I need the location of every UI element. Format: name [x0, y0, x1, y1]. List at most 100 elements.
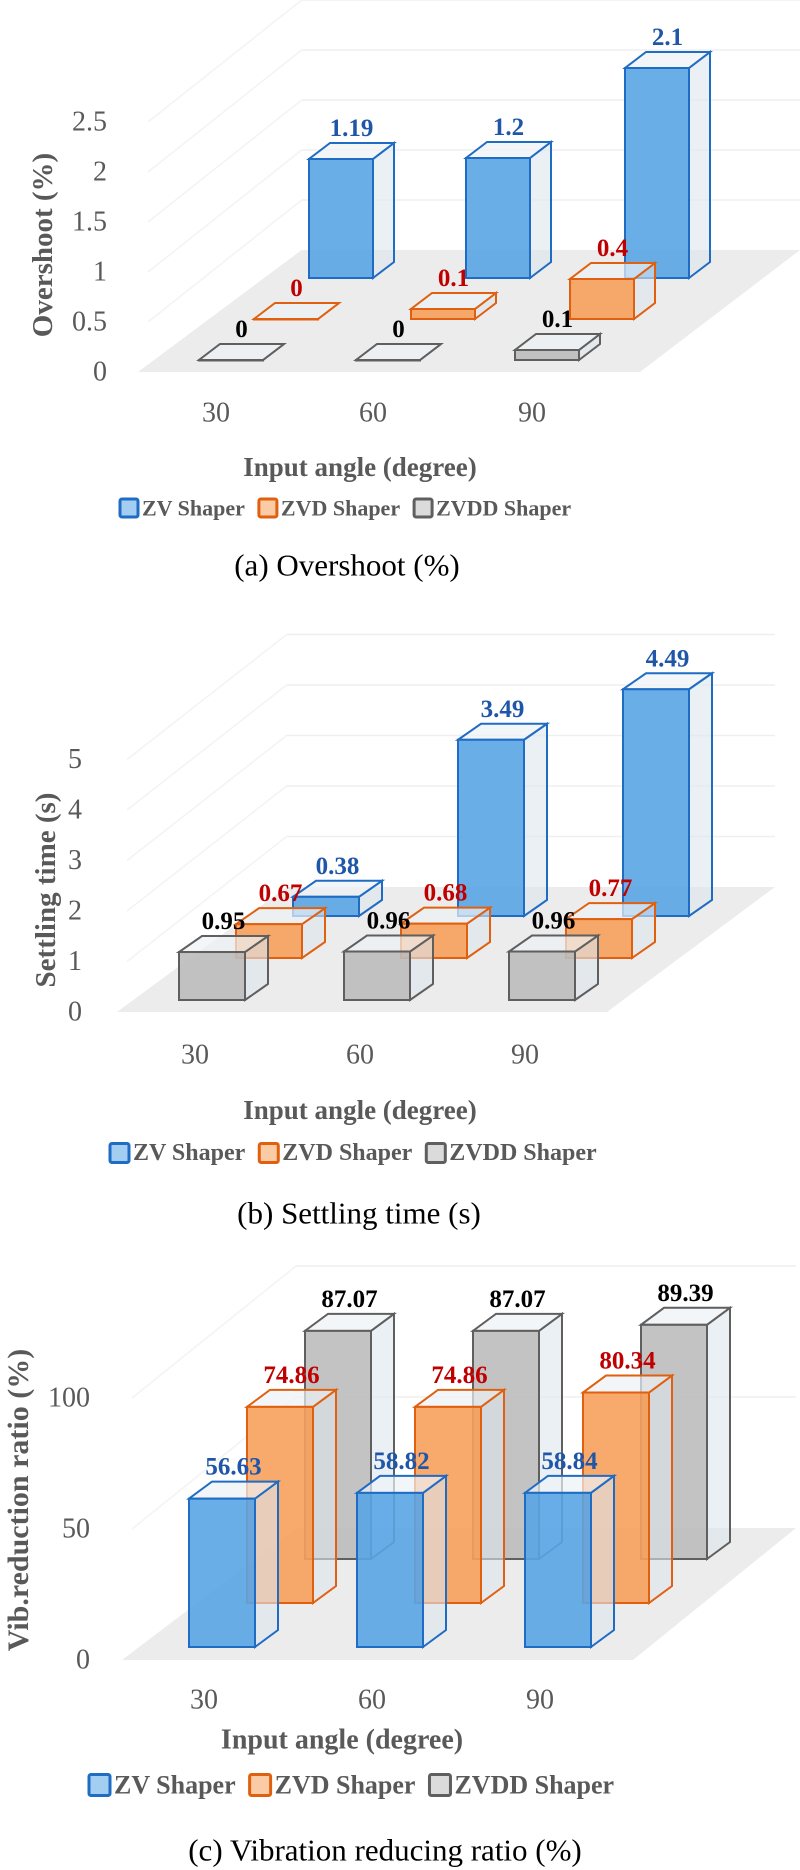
y-tick-label: 1.5	[72, 207, 107, 238]
data-label: 0.96	[532, 908, 576, 935]
bar-zvd-shaper	[243, 1387, 340, 1605]
y-tick-label: 2	[68, 896, 82, 927]
x-tick-label: 60	[359, 398, 387, 429]
data-label: 89.39	[657, 1280, 713, 1307]
bar-front-face	[356, 1491, 424, 1648]
legend-swatch	[257, 1142, 280, 1164]
y-axis-title: Vib.reduction ratio (%)	[2, 1349, 35, 1651]
data-label: 0.77	[589, 875, 633, 902]
bar-side-face	[706, 1305, 731, 1561]
bar-zv-shaper	[463, 139, 554, 281]
bar-zvdd-shaper	[340, 933, 437, 1002]
legend-swatch	[87, 1773, 112, 1797]
data-label: 80.34	[599, 1348, 656, 1375]
data-label: 0.38	[316, 853, 360, 880]
bar-zvd-shaper	[251, 302, 342, 321]
gridline	[126, 785, 288, 912]
legend-swatch	[427, 1773, 452, 1797]
legend-label: ZV Shaper	[133, 1140, 246, 1166]
data-label: 87.07	[489, 1286, 545, 1313]
y-tick-label: 50	[62, 1514, 90, 1545]
gridline	[126, 684, 288, 811]
gridline	[126, 633, 288, 761]
bar-front-face	[508, 950, 576, 1002]
data-label: 0.68	[424, 880, 468, 907]
bar-front-face	[514, 349, 580, 361]
data-label: 58.82	[373, 1448, 429, 1475]
data-label: 58.84	[541, 1448, 598, 1475]
bar-zvd-shaper	[567, 260, 658, 322]
legend-swatch	[424, 1142, 447, 1164]
y-tick-label: 2.5	[72, 107, 107, 138]
data-label: 0	[290, 275, 303, 302]
y-tick-label: 0.5	[72, 307, 107, 338]
bar-front-face	[524, 1491, 592, 1649]
bar-zvdd-shaper	[175, 934, 272, 1002]
bar-side-face	[372, 140, 395, 281]
data-label: 0.1	[542, 306, 573, 333]
gridline	[147, 49, 303, 173]
data-label: 0.67	[259, 880, 303, 907]
y-axis-title: Settling time (s)	[30, 793, 62, 988]
bar-zv-shaper	[185, 1479, 282, 1649]
legend-label: ZVD Shaper	[282, 1140, 412, 1166]
data-label: 0.1	[438, 265, 469, 292]
bar-side-face	[590, 1473, 615, 1649]
data-label: 4.49	[646, 645, 690, 672]
bar-front-face	[465, 157, 531, 279]
data-label: 74.86	[431, 1362, 487, 1389]
bar-front-face	[178, 951, 246, 1002]
chart-caption: (a) Overshoot (%)	[234, 548, 460, 583]
bar-front-face	[624, 67, 690, 279]
bar-zvd-shaper	[408, 290, 499, 322]
y-tick-label: 0	[93, 357, 107, 388]
x-tick-label: 30	[181, 1040, 209, 1071]
bar-zv-shaper	[622, 49, 713, 281]
gridline	[147, 149, 303, 273]
y-tick-label: 1	[93, 257, 107, 288]
bar-front-face	[308, 158, 374, 279]
data-labels: 1.19 1.2 2.1 0 0.1 0.4 0 0 0.1	[235, 24, 683, 343]
bar-zvdd-shaper	[196, 343, 287, 362]
gridline	[147, 199, 303, 323]
bar-side-face	[648, 1373, 673, 1605]
chart-1: 0 0.5 1 1.5 2 2.5 Overshoot (%) 30 60 90 Input ang…	[27, 0, 800, 583]
x-axis-title: Input angle (degree)	[221, 1725, 463, 1756]
bar-side-face	[480, 1387, 505, 1605]
bar-side-face	[422, 1473, 447, 1649]
gridline	[126, 835, 288, 963]
data-label: 0.96	[367, 908, 411, 935]
bar-zvd-shaper	[411, 1387, 508, 1605]
x-tick-label: 90	[526, 1685, 554, 1716]
bar-zvdd-shaper	[353, 343, 444, 362]
legend-swatch	[248, 1773, 273, 1797]
data-label: 1.19	[330, 115, 374, 142]
bar-zv-shaper	[306, 140, 397, 281]
data-label: 0	[235, 316, 248, 343]
gridline	[147, 0, 303, 123]
bar-side-face	[523, 721, 548, 918]
y-tick-label: 100	[48, 1383, 90, 1414]
bar-side-face	[529, 139, 552, 281]
data-label: 87.07	[321, 1286, 377, 1313]
bar-zvdd-shaper	[505, 933, 602, 1002]
bar-zv-shaper	[619, 671, 716, 918]
data-label: 0.95	[202, 908, 246, 935]
x-tick-label: 30	[202, 398, 230, 429]
x-tick-label: 90	[511, 1040, 539, 1071]
y-tick-label: 3	[68, 845, 82, 876]
bar-front-face	[343, 950, 411, 1002]
bar-zv-shaper	[521, 1473, 618, 1649]
data-labels: 87.07 87.07 89.39 74.86 74.86 80.34 56.63 58.82…	[205, 1280, 713, 1481]
data-labels: 0.38 3.49 4.49 0.67 0.68 0.77 0.95 0.96 0.96	[202, 645, 690, 935]
legend-label: ZV Shaper	[114, 1771, 236, 1800]
bar-front-face	[355, 359, 421, 362]
legend-label: ZV Shaper	[142, 496, 245, 521]
data-label: 0.4	[597, 235, 629, 262]
legend-label: ZVDD Shaper	[449, 1140, 597, 1166]
gridline	[131, 1265, 297, 1399]
bar-front-face	[188, 1497, 256, 1648]
y-tick-label: 4	[68, 795, 82, 826]
x-tick-label: 30	[190, 1685, 218, 1716]
